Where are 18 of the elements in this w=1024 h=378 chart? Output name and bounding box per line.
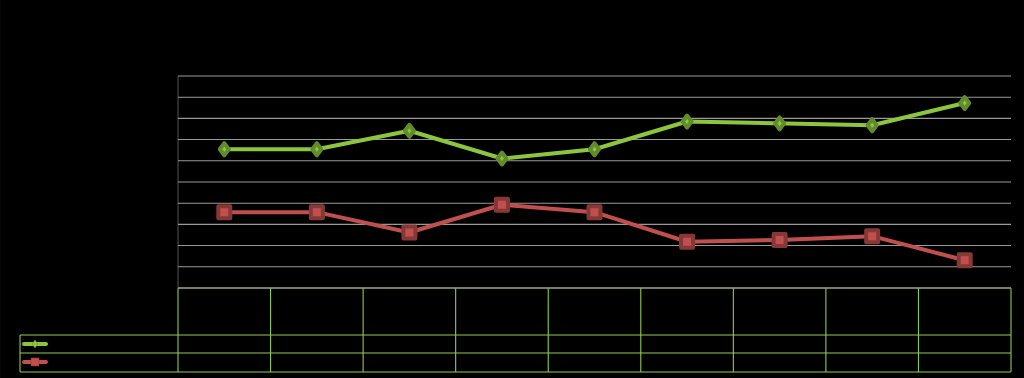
point (495, 150, 509, 167)
point (493, 196, 510, 213)
point (586, 204, 603, 221)
point (680, 113, 694, 130)
point (216, 204, 233, 221)
point (402, 122, 416, 139)
point (864, 228, 881, 245)
point (956, 252, 973, 269)
point (679, 233, 696, 250)
point (773, 115, 787, 132)
point (958, 94, 972, 111)
point (865, 117, 879, 134)
point (308, 204, 325, 221)
point (310, 141, 324, 158)
point (588, 141, 601, 158)
point (217, 141, 231, 158)
point (401, 224, 418, 241)
point (771, 231, 788, 248)
